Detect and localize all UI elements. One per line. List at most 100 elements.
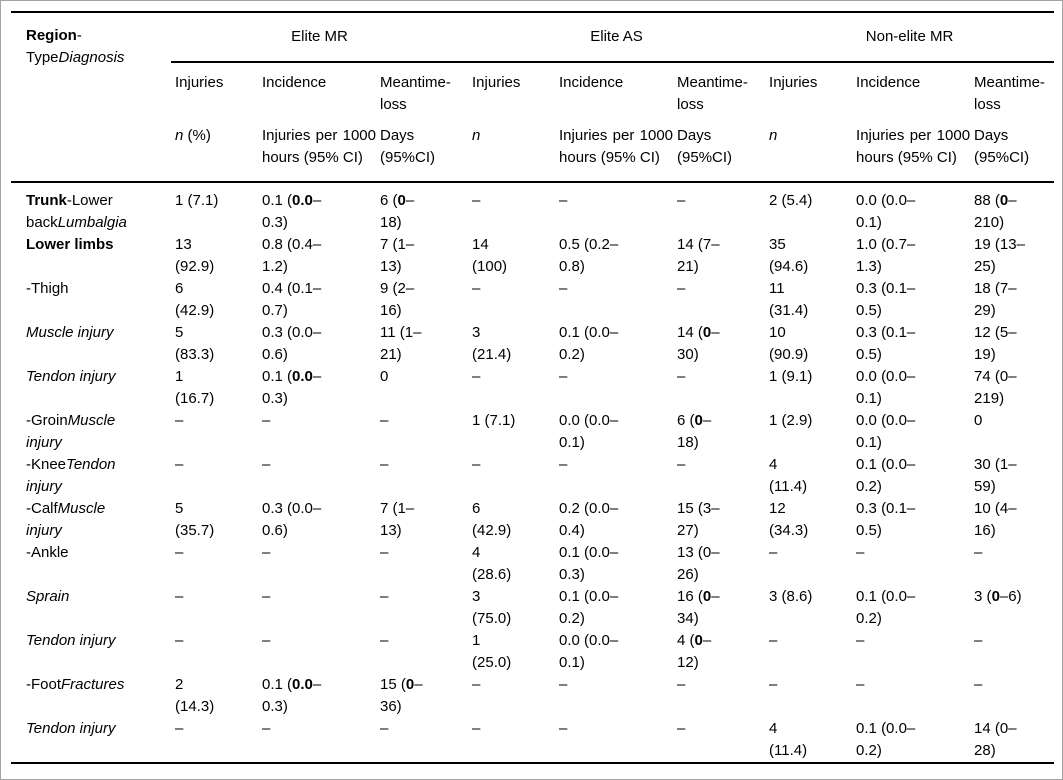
data-cell: 2 (5.4) bbox=[769, 192, 813, 209]
row-label: -GroinMuscle injury bbox=[11, 410, 171, 454]
text-segment: Region bbox=[26, 27, 77, 44]
table-row: -CalfMuscle injury 5 (35.7) 0.3 (0.0–0.6) 7… bbox=[11, 498, 1054, 542]
text-segment: 0 bbox=[694, 632, 703, 649]
data-cell: 19 (13–25) bbox=[974, 236, 1025, 275]
table-row: Tendon injury – – – 1 (25.0) 0.0 (0.0–0.1) 4 (… bbox=[11, 630, 1054, 674]
data-cell: 0.1 (0.0–0.2) bbox=[856, 456, 916, 495]
data-cell: – bbox=[380, 632, 389, 649]
text-segment: 0 bbox=[702, 588, 712, 605]
text-segment: –210) bbox=[974, 192, 1017, 231]
data-cell: – bbox=[769, 632, 778, 649]
data-cell: 0.3 (0.0–0.6) bbox=[262, 500, 322, 539]
text-segment: n bbox=[769, 127, 778, 144]
data-cell: 1 (16.7) bbox=[175, 368, 215, 407]
data-cell: – bbox=[677, 368, 686, 385]
data-cell: 30 (1–59) bbox=[974, 456, 1017, 495]
text-segment: –0.3) bbox=[262, 368, 322, 407]
text-segment: 0 bbox=[999, 192, 1009, 209]
text-segment: –30) bbox=[677, 324, 720, 363]
text-segment: Diagnosis bbox=[58, 49, 125, 66]
text-segment: - bbox=[76, 27, 82, 44]
data-cell: 16 (0–34) bbox=[673, 586, 765, 630]
text-segment: 0.0 bbox=[292, 676, 313, 693]
row-label: Muscle injury bbox=[11, 322, 171, 366]
column-title-row: Injuries Incidence Meantime-loss Injuries In… bbox=[11, 62, 1054, 116]
text-segment: Fractures bbox=[61, 676, 125, 693]
text-segment: Tendon injury bbox=[26, 720, 116, 737]
data-cell: 12 (5–19) bbox=[974, 324, 1017, 363]
text-segment: 3 ( bbox=[974, 588, 992, 605]
column-unit-timeloss: Days (95%CI) bbox=[970, 116, 1055, 183]
data-cell: – bbox=[262, 412, 271, 429]
data-cell: 0.8 (0.4–1.2) bbox=[262, 236, 322, 275]
data-cell: – bbox=[677, 192, 686, 209]
text-segment: 4 ( bbox=[677, 632, 695, 649]
data-cell: 0.3 (0.0–0.6) bbox=[262, 324, 322, 363]
table-row: Tendon injury 1 (16.7) 0.1 (0.0–0.3) 0– – –1 … bbox=[11, 366, 1054, 410]
text-segment: n bbox=[175, 127, 184, 144]
data-cell: 0 bbox=[380, 368, 389, 385]
text-segment: Type bbox=[26, 49, 59, 66]
data-cell: 0.5 (0.2–0.8) bbox=[559, 236, 619, 275]
data-cell: 15 (3–27) bbox=[677, 500, 720, 539]
data-cell: 3 (75.0) bbox=[472, 588, 512, 627]
data-cell: 14 (0–28) bbox=[974, 720, 1017, 759]
data-cell: – bbox=[677, 456, 686, 473]
text-segment: 15 ( bbox=[380, 676, 406, 693]
text-segment: –12) bbox=[677, 632, 712, 671]
text-segment: Lower limbs bbox=[26, 236, 114, 253]
data-cell: 13 (0–26) bbox=[677, 544, 720, 583]
text-segment: -Groin bbox=[26, 412, 68, 429]
table-row: Sprain – – –3 (75.0) 0.1 (0.0–0.2) 16 (0–34) 3… bbox=[11, 586, 1054, 630]
data-cell: 0.0 (0.0–0.1) bbox=[559, 632, 619, 671]
text-segment: -Lower back bbox=[26, 192, 113, 231]
data-cell: – bbox=[380, 412, 389, 429]
data-cell: 0 bbox=[974, 412, 983, 429]
data-cell: – bbox=[262, 720, 271, 737]
row-label: -Thigh bbox=[11, 278, 171, 322]
data-cell: 0.3 (0.1–0.5) bbox=[856, 280, 916, 319]
column-title-timeloss: Meantime-loss bbox=[380, 74, 451, 113]
data-cell: 0.3 (0.1–0.5) bbox=[856, 500, 916, 539]
data-cell: 18 (7–29) bbox=[974, 280, 1017, 319]
row-label: -FootFractures bbox=[11, 674, 171, 718]
text-segment: –36) bbox=[380, 676, 423, 715]
data-cell: 4 (28.6) bbox=[472, 544, 512, 583]
text-segment: -Ankle bbox=[26, 544, 69, 561]
data-cell: – bbox=[472, 676, 481, 693]
text-segment: Tendon injury bbox=[26, 368, 116, 385]
data-cell: 11 (31.4) bbox=[769, 280, 809, 319]
data-cell: – bbox=[175, 588, 184, 605]
table-row: -FootFractures 2 (14.3) 0.1 (0.0–0.3) 15 (0… bbox=[11, 674, 1054, 718]
data-cell: 3 (0–6) bbox=[970, 586, 1054, 630]
data-cell: 4 (11.4) bbox=[769, 456, 808, 495]
data-cell: 14 (7–21) bbox=[677, 236, 720, 275]
table-row: Tendon injury – – – – – – 4 (11.4) 0.1 (0.0–0.2)… bbox=[11, 718, 1054, 763]
data-cell: 10 (90.9) bbox=[769, 324, 809, 363]
data-cell: – bbox=[472, 456, 481, 473]
injury-table: Region-TypeDiagnosis Elite MR Elite AS Non-… bbox=[11, 11, 1055, 764]
text-segment: Muscle injury bbox=[26, 500, 106, 539]
data-cell: – bbox=[175, 456, 184, 473]
table-row: Lower limbs 13 (92.9) 0.8 (0.4–1.2) 7 (1–13… bbox=[11, 234, 1054, 278]
data-cell: – bbox=[559, 720, 568, 737]
row-label: Lower limbs bbox=[11, 234, 171, 278]
text-segment: 6 ( bbox=[677, 412, 695, 429]
column-title-incidence: Incidence bbox=[856, 74, 921, 91]
data-cell: – bbox=[380, 544, 389, 561]
text-segment: -Calf bbox=[26, 500, 58, 517]
text-segment: –18) bbox=[677, 412, 712, 451]
column-unit-timeloss: Days (95%CI) bbox=[376, 116, 469, 183]
data-cell: 0.0 (0.0–0.1) bbox=[856, 192, 916, 231]
data-cell: – bbox=[175, 632, 184, 649]
row-label: -Ankle bbox=[11, 542, 171, 586]
data-cell: 1.0 (0.7–1.3) bbox=[856, 236, 916, 275]
data-cell: 5 (35.7) bbox=[175, 500, 215, 539]
corner-header-region-type-diagnosis: Region-TypeDiagnosis bbox=[11, 12, 171, 183]
text-segment: Lumbalgia bbox=[57, 214, 127, 231]
data-cell: – bbox=[380, 720, 389, 737]
data-cell: 2 (14.3) bbox=[175, 676, 215, 715]
data-cell: 13 (92.9) bbox=[175, 236, 215, 275]
column-unit-incidence: Injuries per 1000 hours (95% CI) bbox=[852, 116, 971, 183]
data-cell: 1 (25.0) bbox=[472, 632, 512, 671]
